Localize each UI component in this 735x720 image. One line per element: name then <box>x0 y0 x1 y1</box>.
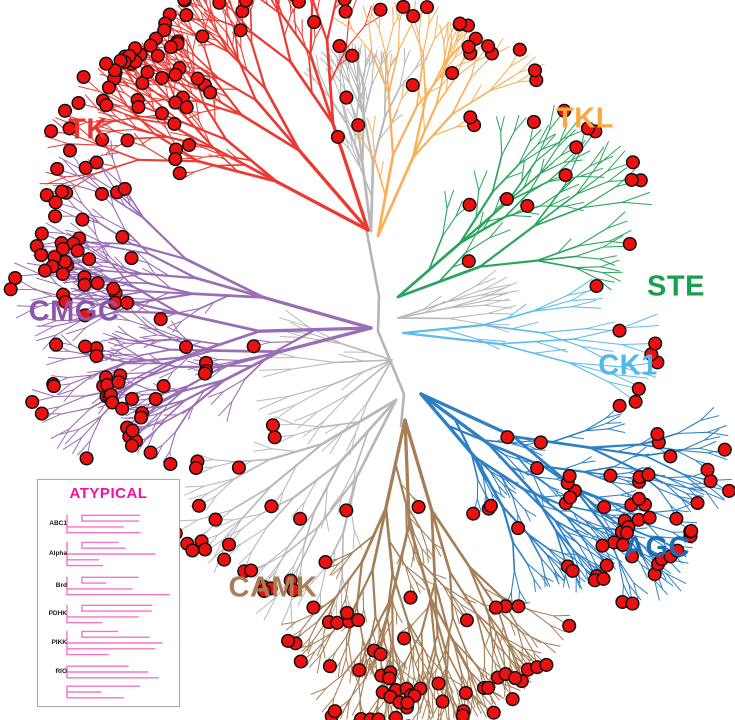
family-label-agc: AGC <box>624 531 690 564</box>
atypical-group-label-abc1: ABC1 <box>49 520 67 527</box>
atypical-title: ATYPICAL <box>69 485 148 502</box>
atypical-dendrogram-svg <box>66 514 171 699</box>
atypical-group-label-pikk: PIKK <box>51 639 67 646</box>
atypical-group-label-brd: Brd <box>55 582 67 589</box>
atypical-group-label-pdhk: PDHK <box>48 610 67 617</box>
atypical-inset-box: ATYPICAL ABC1 Alpha Brd PDHK PIKK RIO <box>37 479 180 707</box>
family-label-ste: STE <box>647 270 705 303</box>
family-label-ck1: CK1 <box>598 349 658 382</box>
family-label-camk: CAMK <box>228 571 318 604</box>
atypical-group-label-rio: RIO <box>55 668 67 675</box>
family-label-tk: TK <box>68 113 108 146</box>
atypical-group-label-alpha: Alpha <box>48 550 67 557</box>
family-label-tkl: TKL <box>556 102 614 135</box>
family-label-cmgc: CMGC <box>28 295 120 328</box>
